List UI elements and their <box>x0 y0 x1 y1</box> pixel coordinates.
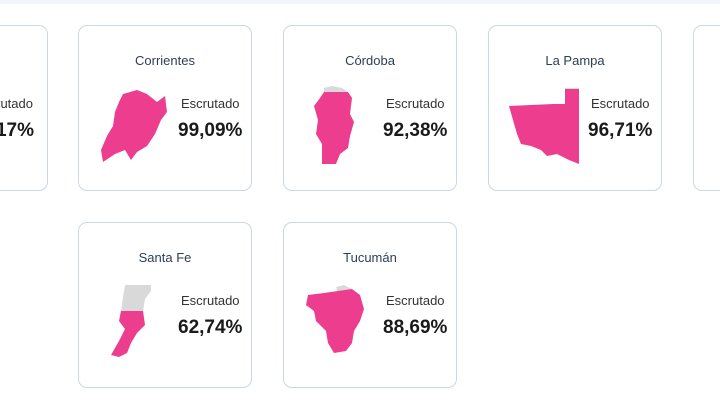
escrutado-label: Escrutado <box>181 293 240 308</box>
province-card-corrientes[interactable]: Corrientes Escrutado 99,09% <box>78 25 252 191</box>
province-name: Córdoba <box>345 53 395 68</box>
province-name: Corrientes <box>135 53 195 68</box>
escrutado-percent: 96,71% <box>588 120 653 141</box>
province-name: Tucumán <box>343 250 397 265</box>
corrientes-map-icon <box>101 90 167 162</box>
province-card-partial-right[interactable] <box>693 25 720 191</box>
tucuman-map-icon <box>306 285 364 353</box>
la-pampa-map-icon <box>509 88 579 164</box>
escrutado-label: Escrutado <box>181 96 240 111</box>
escrutado-label: Escrutado <box>386 293 445 308</box>
escrutado-percent: 92,38% <box>383 120 448 141</box>
province-card-la-pampa[interactable]: La Pampa Escrutado 96,71% <box>488 25 662 191</box>
escrutado-percent: 62,74% <box>178 317 243 338</box>
province-name: La Pampa <box>545 53 605 68</box>
province-card-partial[interactable]: Escrutado 17% <box>0 25 48 191</box>
province-name: Santa Fe <box>138 250 192 265</box>
escrutado-percent: 99,09% <box>178 120 243 141</box>
santa-fe-map-icon <box>111 285 151 357</box>
escrutado-label: Escrutado <box>591 96 650 111</box>
cordoba-map-icon <box>314 86 354 164</box>
escrutado-label: Escrutado <box>0 96 33 111</box>
escrutado-label: Escrutado <box>386 96 445 111</box>
province-card-cordoba[interactable]: Córdoba Escrutado 92,38% <box>283 25 457 191</box>
escrutado-percent: 88,69% <box>383 317 448 338</box>
escrutado-percent: 17% <box>0 120 34 141</box>
province-card-tucuman[interactable]: Tucumán Escrutado 88,69% <box>283 222 457 388</box>
province-card-santa-fe[interactable]: Santa Fe Escrutado 62,74% <box>78 222 252 388</box>
top-bar <box>0 0 720 4</box>
